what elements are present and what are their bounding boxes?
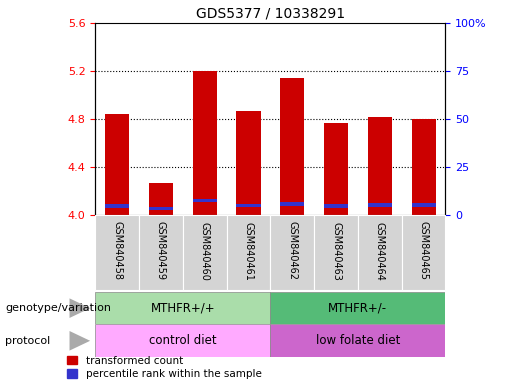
Bar	[236, 111, 261, 215]
Text: control diet: control diet	[149, 334, 217, 347]
Bar	[368, 117, 392, 215]
Text: GSM840459: GSM840459	[156, 222, 166, 280]
FancyBboxPatch shape	[95, 292, 270, 324]
Text: MTHFR+/-: MTHFR+/-	[329, 302, 387, 314]
Bar	[105, 204, 129, 209]
Bar	[193, 71, 217, 215]
FancyBboxPatch shape	[183, 215, 227, 290]
FancyBboxPatch shape	[270, 215, 314, 290]
Polygon shape	[70, 298, 90, 318]
Bar	[411, 119, 436, 215]
FancyBboxPatch shape	[139, 215, 183, 290]
Text: GSM840461: GSM840461	[244, 222, 253, 280]
Bar	[105, 114, 129, 215]
Bar	[193, 199, 217, 202]
Bar	[236, 204, 261, 207]
FancyBboxPatch shape	[95, 215, 139, 290]
FancyBboxPatch shape	[358, 215, 402, 290]
Bar	[324, 122, 348, 215]
FancyBboxPatch shape	[270, 292, 445, 324]
Text: GSM840460: GSM840460	[200, 222, 210, 280]
Text: GSM840458: GSM840458	[112, 222, 122, 280]
FancyBboxPatch shape	[402, 215, 445, 290]
FancyBboxPatch shape	[314, 215, 358, 290]
FancyBboxPatch shape	[95, 324, 270, 357]
FancyBboxPatch shape	[270, 324, 445, 357]
FancyBboxPatch shape	[227, 215, 270, 290]
Bar	[149, 207, 173, 210]
Bar	[411, 203, 436, 207]
Text: GSM840463: GSM840463	[331, 222, 341, 280]
Text: low folate diet: low folate diet	[316, 334, 400, 347]
Bar	[324, 204, 348, 208]
Text: GSM840462: GSM840462	[287, 222, 297, 280]
Text: MTHFR+/+: MTHFR+/+	[150, 302, 215, 314]
Bar	[280, 202, 304, 206]
Text: GSM840465: GSM840465	[419, 222, 428, 280]
Text: GSM840464: GSM840464	[375, 222, 385, 280]
Bar	[280, 78, 304, 215]
Text: protocol: protocol	[5, 336, 50, 346]
Text: genotype/variation: genotype/variation	[5, 303, 111, 313]
Bar	[149, 183, 173, 215]
Legend: transformed count, percentile rank within the sample: transformed count, percentile rank withi…	[67, 356, 262, 379]
Title: GDS5377 / 10338291: GDS5377 / 10338291	[196, 7, 345, 20]
Polygon shape	[70, 331, 90, 351]
Bar	[368, 203, 392, 207]
